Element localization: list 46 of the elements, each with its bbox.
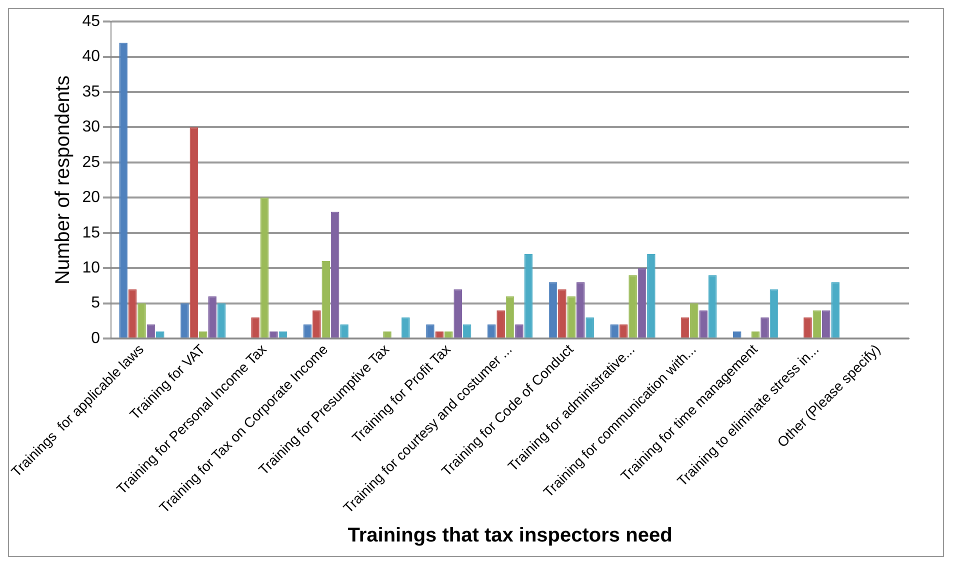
- bar: [496, 310, 505, 338]
- bar: [251, 317, 260, 338]
- bar: [208, 296, 216, 338]
- bar: [217, 303, 226, 338]
- bar: [180, 303, 189, 338]
- y-tick-label: 40: [82, 48, 100, 66]
- bar: [322, 261, 330, 338]
- bar: [770, 289, 778, 338]
- bar: [812, 310, 822, 338]
- y-tick-label: 25: [82, 154, 100, 171]
- bar: [822, 310, 830, 338]
- bar: [558, 289, 566, 338]
- y-tick-label: 20: [82, 189, 100, 206]
- bar: [708, 275, 717, 338]
- bar: [138, 303, 146, 338]
- bar: [576, 282, 585, 338]
- bar: [804, 317, 812, 338]
- bar: [690, 303, 698, 338]
- y-tick-label: 45: [82, 13, 100, 30]
- y-tick-label: 30: [82, 118, 100, 136]
- y-tick-label: 35: [82, 83, 100, 100]
- bar: [638, 268, 646, 338]
- bar: [647, 254, 656, 338]
- bar: [567, 296, 576, 338]
- bar: [548, 282, 558, 338]
- y-axis-title: Number of respondents: [52, 76, 74, 285]
- bar: [831, 282, 840, 338]
- y-tick-label: 10: [82, 260, 100, 276]
- x-axis-title: Trainings that tax inspectors need: [348, 524, 672, 547]
- bar: [260, 198, 269, 338]
- y-tick-label: 0: [91, 330, 100, 347]
- bar: [128, 289, 137, 338]
- bar: [760, 317, 769, 338]
- bar: [506, 296, 514, 338]
- y-tick-label: 15: [82, 224, 100, 242]
- bar: [699, 310, 708, 338]
- bar: [628, 275, 637, 338]
- bar: [330, 212, 340, 338]
- bar: [119, 42, 128, 338]
- bar: [524, 254, 533, 338]
- bar: [312, 310, 321, 338]
- bar: [454, 289, 462, 338]
- bar: [402, 317, 410, 338]
- bar: [680, 317, 690, 338]
- bar: [586, 317, 594, 338]
- y-tick-label: 5: [91, 294, 100, 312]
